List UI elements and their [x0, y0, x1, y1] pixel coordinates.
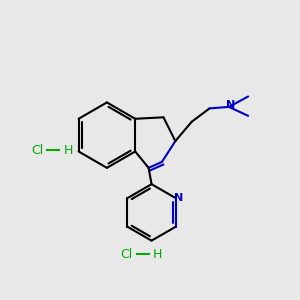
Text: H: H [64, 143, 73, 157]
Text: N: N [174, 193, 183, 203]
Text: N: N [226, 100, 235, 110]
Text: Cl: Cl [120, 248, 132, 260]
Text: H: H [153, 248, 162, 260]
Text: Cl: Cl [31, 143, 43, 157]
